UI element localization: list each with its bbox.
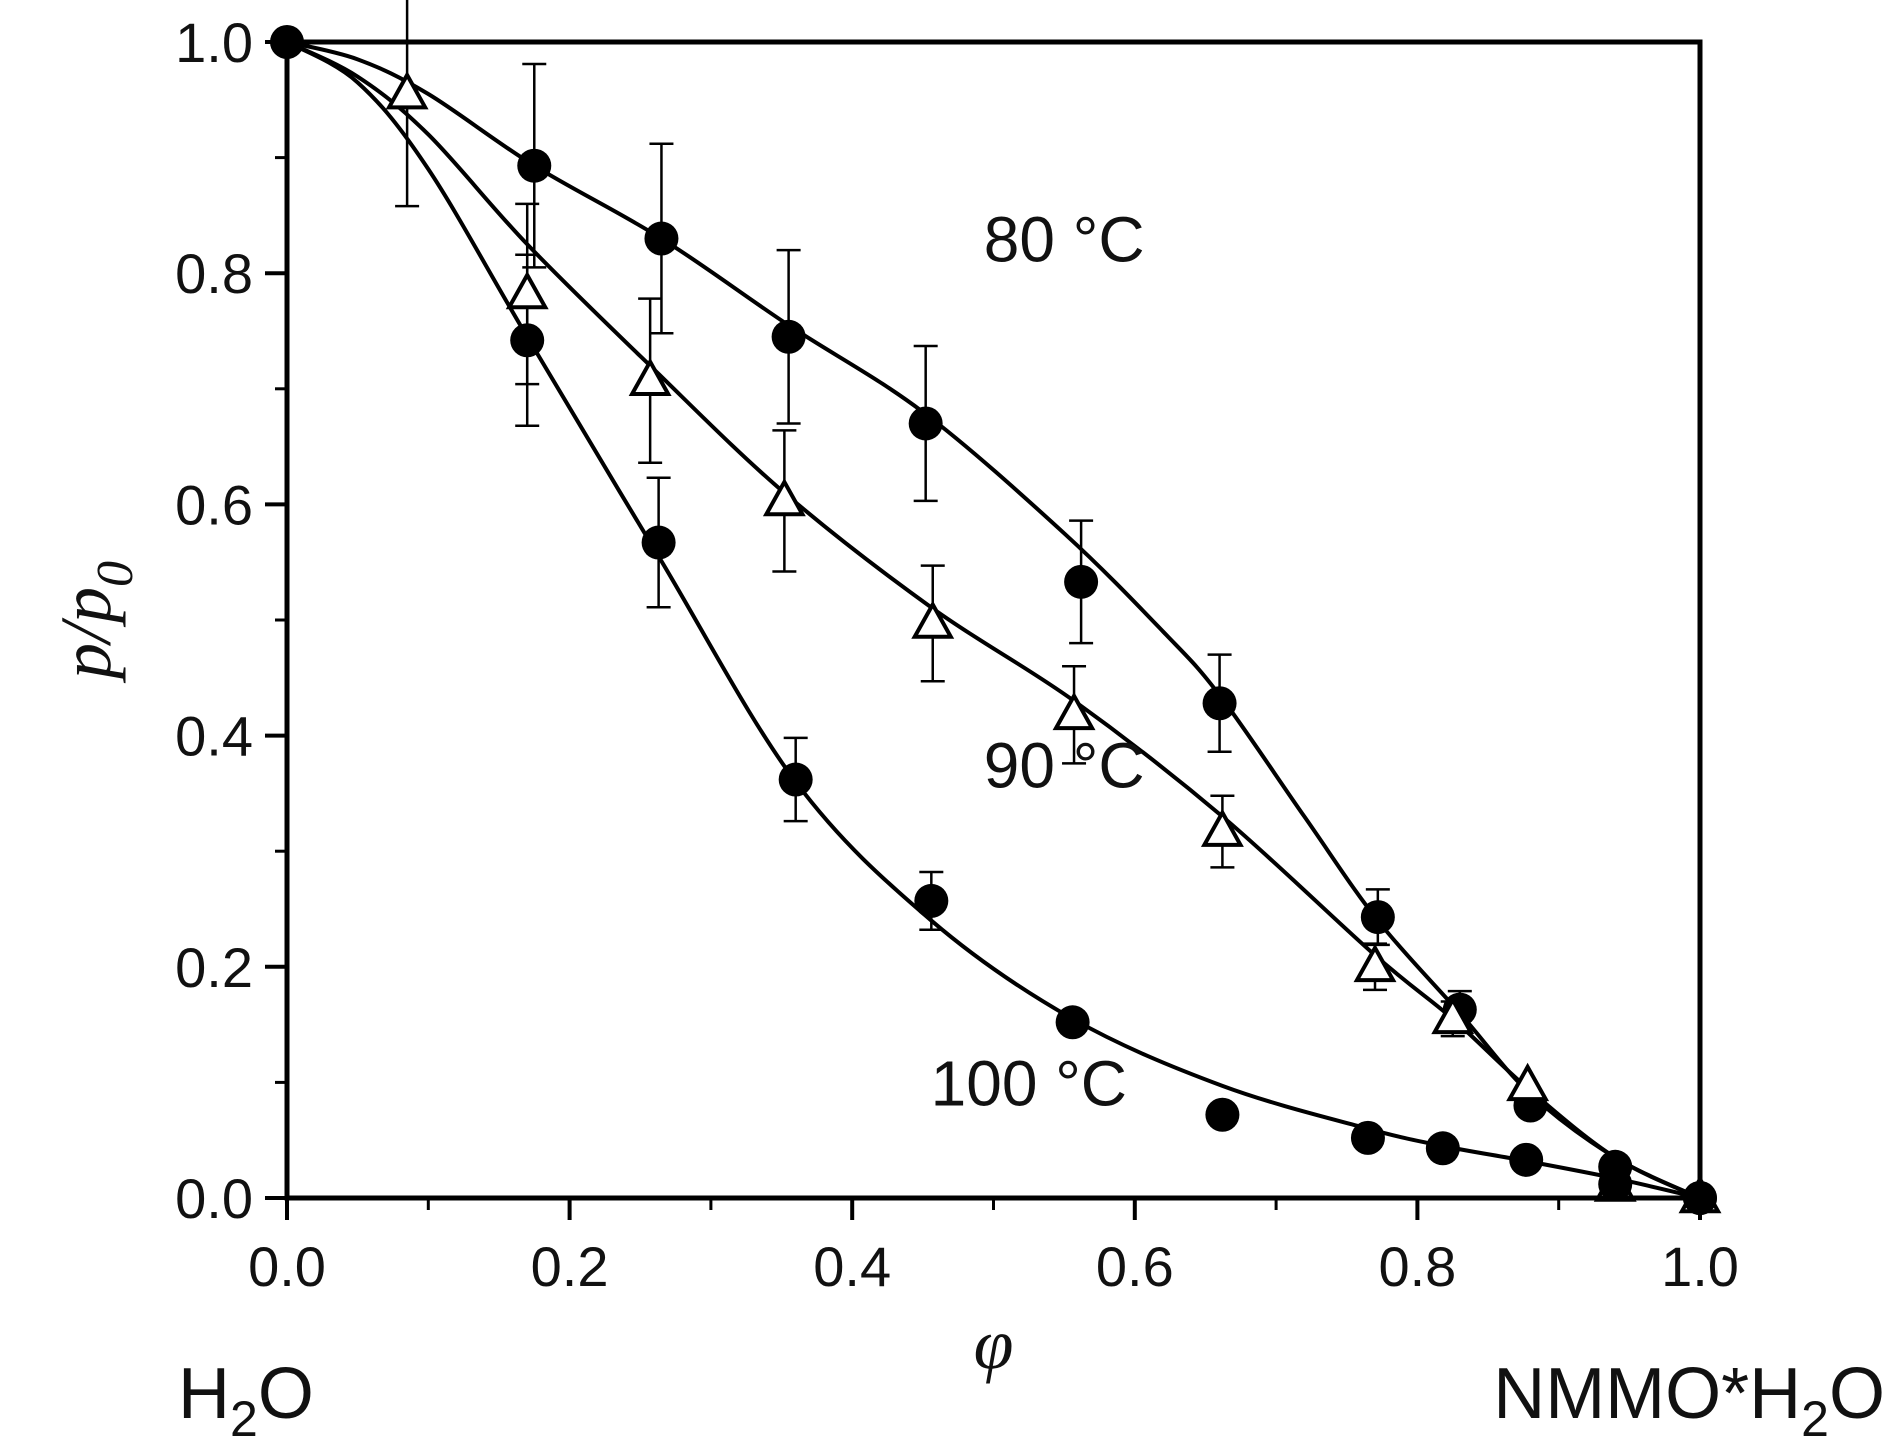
y-axis-label-subscript: 0 <box>87 561 144 587</box>
data-point-triangle <box>1052 691 1096 731</box>
x-tick-label: 0.2 <box>531 1235 609 1298</box>
y-tick-label: 1.0 <box>175 11 253 74</box>
data-point-triangle <box>385 70 429 110</box>
data-point-triangle <box>1431 995 1475 1035</box>
x-axis-end-label: NMMO*H2O <box>1493 1354 1885 1447</box>
data-point-circle <box>1360 900 1395 935</box>
y-axis-label-main: p/p <box>46 587 126 684</box>
data-point-triangle <box>1506 1062 1550 1102</box>
data-point-circle <box>1205 1097 1240 1132</box>
data-point-circle <box>1509 1142 1544 1177</box>
data-point-circle <box>644 221 679 256</box>
data-point-circle <box>914 883 949 918</box>
x-tick-label: 0.8 <box>1378 1235 1456 1298</box>
series-annotation: 80 °C <box>984 204 1145 276</box>
data-point-circle <box>1064 564 1099 599</box>
data-point-circle <box>1055 1005 1090 1040</box>
y-tick-label: 0.8 <box>175 242 253 305</box>
x-axis-start-label: H2O <box>178 1354 314 1447</box>
data-point-circle <box>1350 1120 1385 1155</box>
data-point-circle <box>1425 1131 1460 1166</box>
data-point-triangle <box>1200 808 1244 847</box>
data-point-triangle <box>1353 943 1397 983</box>
y-tick-label: 0.4 <box>175 705 253 768</box>
y-tick-label: 0.6 <box>175 473 253 536</box>
axis-ticks: 0.0 0.2 0.4 0.6 0.8 1.0 0.0 0.2 0.4 0.6 0.8 1.0 <box>175 11 1739 1298</box>
series-annotation: 100 °C <box>931 1048 1127 1120</box>
data-point-circle <box>517 148 552 183</box>
data-point-triangle <box>762 477 806 517</box>
data-point-circle <box>771 319 806 354</box>
y-tick-label: 0.0 <box>175 1167 253 1230</box>
data-point-circle <box>1202 686 1237 721</box>
fit-curve <box>286 40 1701 1200</box>
series-annotations: 80 °C 90 °C 100 °C <box>931 204 1145 1120</box>
data-point-triangle <box>911 600 955 639</box>
left-label-rest: O <box>258 1354 314 1434</box>
x-tick-label: 0.4 <box>813 1235 891 1298</box>
x-axis-label: φ <box>974 1304 1014 1384</box>
data-point-triangle <box>505 270 549 310</box>
x-tick-label: 0.0 <box>248 1235 326 1298</box>
data-point-circle <box>510 323 545 358</box>
data-point-circle <box>1598 1167 1633 1202</box>
y-axis-label: p/p0 <box>46 561 144 684</box>
data-point-circle <box>778 762 813 797</box>
data-point-circle <box>908 406 943 441</box>
right-label-rest: O <box>1829 1354 1885 1434</box>
left-label-main: H <box>178 1354 230 1434</box>
x-tick-label: 0.6 <box>1096 1235 1174 1298</box>
error-bars <box>395 0 1472 1038</box>
data-point-triangle <box>628 357 672 397</box>
right-label-subscript: 2 <box>1801 1391 1829 1447</box>
x-tick-label: 1.0 <box>1661 1235 1739 1298</box>
y-tick-label: 0.2 <box>175 936 253 999</box>
right-label-main: NMMO*H <box>1493 1354 1801 1434</box>
series-annotation: 90 °C <box>984 730 1145 802</box>
data-point-circle <box>641 525 676 560</box>
left-label-subscript: 2 <box>230 1391 258 1447</box>
